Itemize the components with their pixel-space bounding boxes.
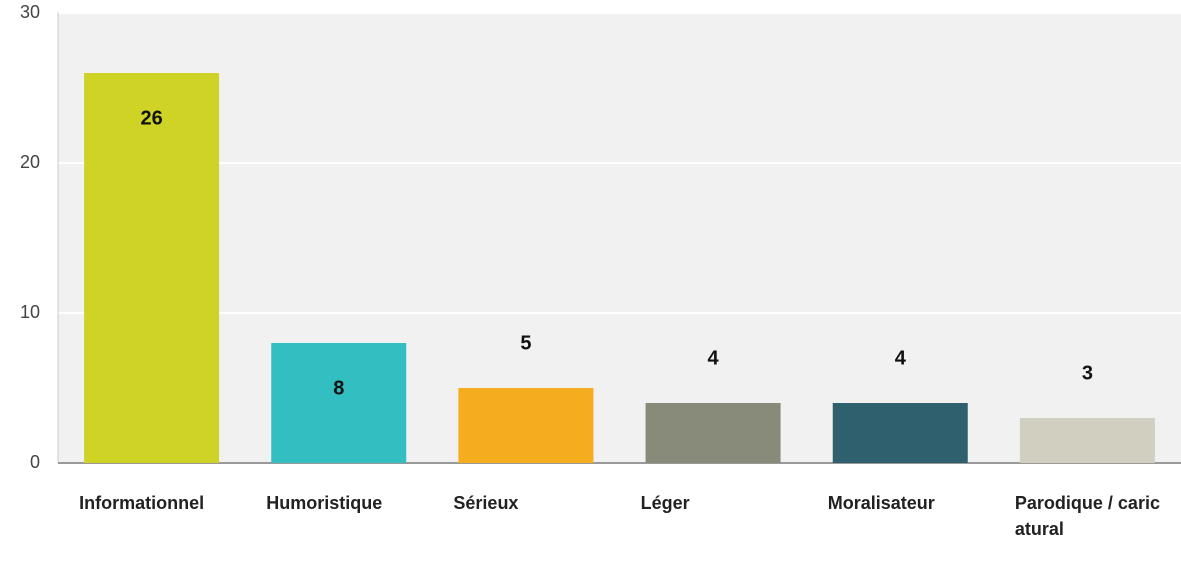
bar [1019, 418, 1155, 463]
value-label: 4 [708, 347, 720, 369]
bar [271, 343, 407, 463]
bar [645, 403, 781, 463]
x-tick-label: Parodique / caricatural [1014, 493, 1160, 539]
x-tick-label: Léger [640, 493, 690, 513]
value-label: 8 [333, 377, 344, 399]
value-label: 3 [1082, 362, 1093, 384]
plot-background [58, 12, 1181, 463]
y-tick-label: 30 [20, 2, 40, 22]
x-tick-label: Humoristique [266, 493, 383, 513]
bar [84, 73, 220, 463]
y-tick-label: 10 [20, 302, 40, 322]
value-label: 4 [895, 347, 907, 369]
bar [832, 403, 968, 463]
y-tick-label: 20 [20, 152, 40, 172]
x-tick-label: Informationnel [79, 493, 205, 513]
bar [458, 388, 594, 463]
x-tick-label: Sérieux [453, 493, 519, 513]
y-tick-label: 0 [30, 452, 40, 472]
value-label: 26 [140, 107, 162, 129]
x-tick-label: Moralisateur [827, 493, 935, 513]
value-label: 5 [520, 332, 531, 354]
